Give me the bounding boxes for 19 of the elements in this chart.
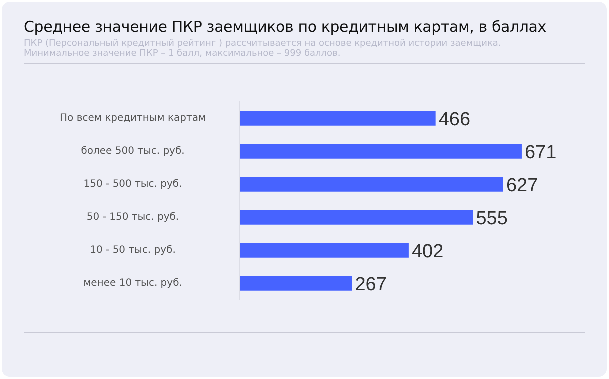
bar — [240, 243, 409, 258]
y-tick-label: 150 - 500 тыс. руб. — [84, 179, 182, 190]
y-tick-label: более 500 тыс. руб. — [81, 146, 185, 158]
bar — [240, 177, 504, 192]
data-label: 555 — [476, 208, 508, 230]
y-tick-label: менее 10 тыс. руб. — [84, 278, 182, 290]
y-tick-label: 50 - 150 тыс. руб. — [86, 212, 180, 224]
data-label: 466 — [438, 110, 471, 131]
bar — [240, 210, 474, 225]
bar — [240, 276, 352, 291]
data-label: 671 — [524, 142, 557, 164]
bar — [240, 111, 436, 126]
chart-title: Среднее значение ПКР заемщиков по кредитным картам, в баллах — [24, 18, 548, 36]
data-label: 402 — [412, 242, 444, 263]
bar — [240, 144, 522, 159]
y-tick-label: 10 - 50 тыс. руб. — [90, 245, 176, 256]
data-label: 627 — [506, 176, 538, 197]
data-label: 267 — [355, 274, 387, 296]
y-tick-label: По всем кредитным картам — [60, 113, 206, 124]
